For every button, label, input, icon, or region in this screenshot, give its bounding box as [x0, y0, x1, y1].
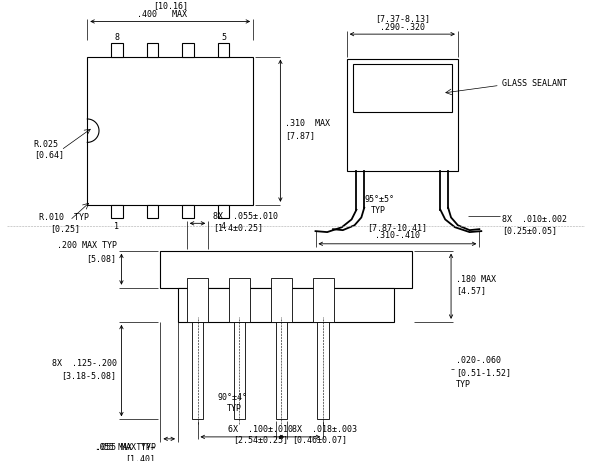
Text: .310-.410: .310-.410 [375, 231, 420, 241]
Text: 6X  .100±.010: 6X .100±.010 [228, 425, 293, 434]
Bar [275, 322, 287, 420]
Text: R.025: R.025 [34, 140, 59, 149]
Text: .400   MAX: .400 MAX [137, 10, 188, 19]
Bar [182, 43, 194, 57]
Text: [0.64]: [0.64] [34, 151, 64, 160]
Text: 8X  .055±.010: 8X .055±.010 [213, 212, 278, 221]
Bar [353, 65, 452, 112]
Bar [182, 205, 194, 219]
Text: .055 MAX TYP→: .055 MAX TYP→ [95, 443, 156, 452]
Text: [0.25]: [0.25] [50, 224, 81, 233]
Text: [0.51-1.52]: [0.51-1.52] [456, 368, 511, 377]
Text: [7.87]: [7.87] [285, 131, 316, 140]
Bar [347, 59, 458, 171]
Text: [5.08]: [5.08] [86, 254, 117, 263]
Text: .290-.320: .290-.320 [380, 23, 425, 32]
Bar [187, 278, 208, 322]
Bar [234, 322, 245, 420]
Text: .200 MAX TYP: .200 MAX TYP [57, 241, 117, 250]
Bar [317, 322, 329, 420]
Text: .310  MAX: .310 MAX [285, 119, 330, 128]
Text: .055 MAX TYP: .055 MAX TYP [95, 443, 156, 452]
Text: [1.4±0.25]: [1.4±0.25] [213, 223, 263, 232]
Text: [1.40]: [1.40] [126, 454, 156, 461]
Text: [0.46±0.07]: [0.46±0.07] [292, 435, 347, 444]
Text: [10.16]: [10.16] [153, 1, 188, 10]
Text: GLASS SEALANT: GLASS SEALANT [502, 79, 567, 88]
Text: 8X  .018±.003: 8X .018±.003 [292, 425, 357, 434]
Bar [229, 278, 250, 322]
Bar [218, 205, 229, 219]
Bar [218, 43, 229, 57]
Text: 5: 5 [221, 33, 226, 41]
Text: TYP: TYP [456, 380, 471, 389]
Text: [0.25±0.05]: [0.25±0.05] [502, 227, 556, 236]
Text: [2.54±0.25]: [2.54±0.25] [233, 435, 288, 444]
Text: [4.57]: [4.57] [456, 287, 486, 296]
Text: .180 MAX: .180 MAX [456, 275, 496, 284]
Text: R.010  TYP: R.010 TYP [38, 213, 89, 222]
Text: [3.18-5.08]: [3.18-5.08] [62, 371, 117, 380]
Text: TYP: TYP [371, 206, 386, 215]
Bar [313, 278, 334, 322]
Bar [111, 43, 123, 57]
Text: 95°±5°: 95°±5° [364, 195, 394, 204]
Text: 8X  .010±.002: 8X .010±.002 [502, 215, 567, 224]
Text: 8: 8 [114, 33, 120, 41]
Text: TYP: TYP [227, 404, 242, 413]
Bar [147, 43, 158, 57]
Bar [271, 278, 292, 322]
Text: 90°±4°: 90°±4° [217, 393, 247, 402]
Text: .020-.060: .020-.060 [456, 356, 501, 365]
Bar [147, 205, 158, 219]
Text: [7.87-10.41]: [7.87-10.41] [368, 223, 427, 232]
Text: 1: 1 [114, 222, 120, 231]
Text: 4: 4 [221, 222, 226, 231]
Text: 8X  .125-.200: 8X .125-.200 [52, 359, 117, 368]
Bar [87, 57, 253, 205]
Bar [192, 322, 204, 420]
Text: [7.37-8.13]: [7.37-8.13] [375, 14, 430, 23]
Bar [111, 205, 123, 219]
Bar [160, 251, 412, 288]
Bar [178, 288, 394, 322]
